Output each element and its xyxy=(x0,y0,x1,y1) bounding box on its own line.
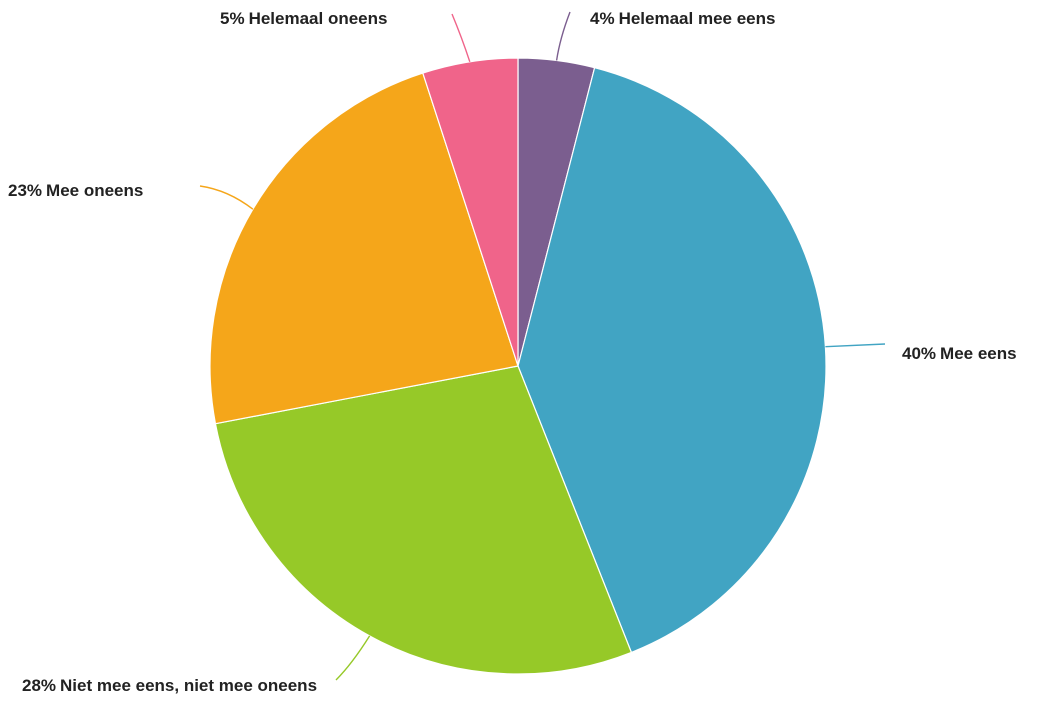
slice-name: Helemaal mee eens xyxy=(618,9,776,28)
leader-line xyxy=(335,635,371,681)
leader-line xyxy=(451,13,471,63)
pie-slice-mee-oneens xyxy=(209,72,519,425)
leader-lines xyxy=(199,11,886,681)
slice-name: Helemaal oneens xyxy=(248,9,388,28)
pie-slices xyxy=(209,57,827,675)
leader-line xyxy=(825,343,886,348)
slice-label-helemaal-mee-eens: 4% Helemaal mee eens xyxy=(590,8,775,30)
slice-name: Mee eens xyxy=(940,344,1017,363)
pie-slice-niet-mee-eens-niet-mee-oneens xyxy=(214,365,633,675)
leader-line xyxy=(199,185,254,210)
slice-percent: 28% xyxy=(22,676,57,695)
slice-label-mee-eens: 40% Mee eens xyxy=(902,343,1017,365)
pie-slice-helemaal-oneens xyxy=(422,57,519,367)
pie-slice-mee-eens xyxy=(517,66,827,654)
slice-label-helemaal-oneens: 5% Helemaal oneens xyxy=(220,8,387,30)
slice-name: Mee oneens xyxy=(46,181,144,200)
slice-percent: 40% xyxy=(902,344,937,363)
slice-percent: 23% xyxy=(8,181,43,200)
slice-percent: 4% xyxy=(590,9,615,28)
leader-line xyxy=(555,11,571,61)
slice-label-mee-oneens: 23% Mee oneens xyxy=(8,180,143,202)
slice-name: Niet mee eens, niet mee oneens xyxy=(60,676,318,695)
slice-label-niet-mee-eens-niet-mee-oneens: 28% Niet mee eens, niet mee oneens xyxy=(22,675,322,697)
slice-percent: 5% xyxy=(220,9,245,28)
